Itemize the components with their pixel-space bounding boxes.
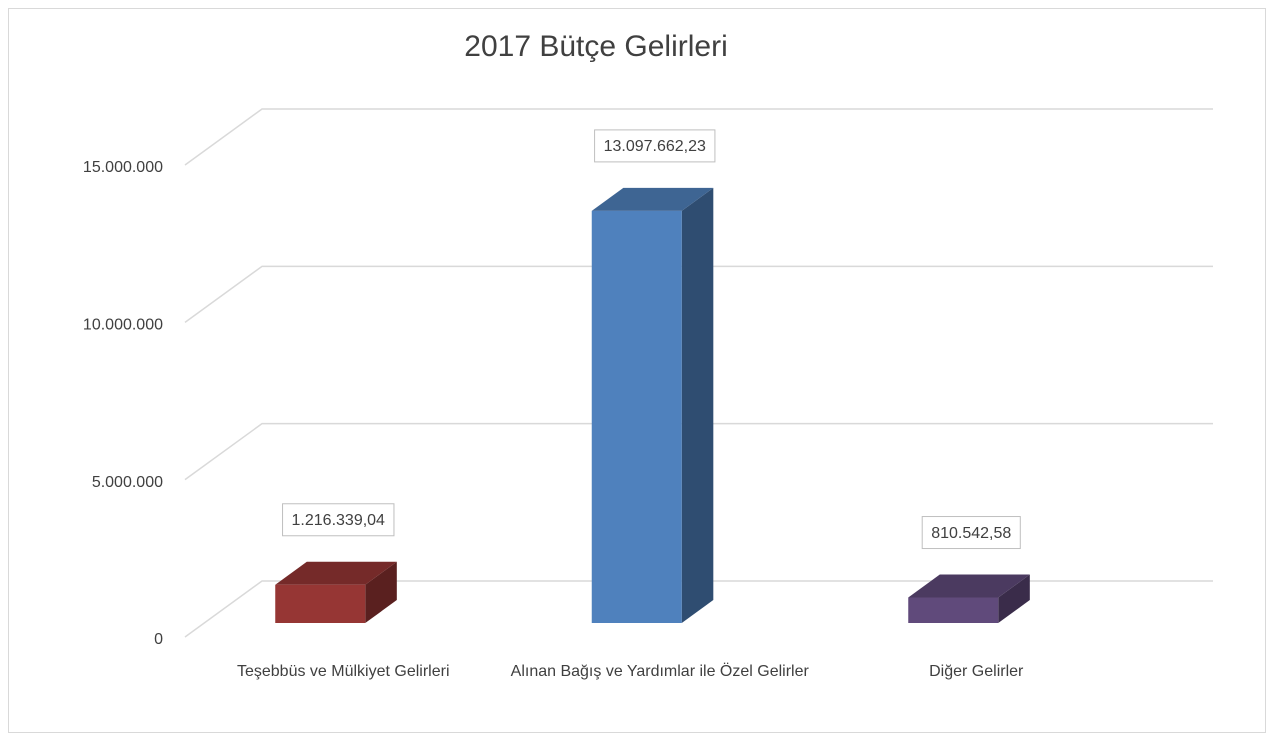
x-tick-label: Teşebbüs ve Mülkiyet Gelirleri xyxy=(236,663,450,680)
x-tick-label: Diğer Gelirler xyxy=(929,663,1024,680)
y-tick-label: 15.000.000 xyxy=(83,159,163,176)
bar xyxy=(591,210,682,623)
data-label-box xyxy=(282,503,395,537)
grid-line xyxy=(184,580,1213,638)
chart-title: 2017 Bütçe Gelirleri xyxy=(464,30,727,63)
bar-top xyxy=(275,561,397,585)
x-tick-label: Alınan Bağış ve Yardımlar ile Özel Gelir… xyxy=(510,663,809,680)
bar-top xyxy=(591,187,714,211)
grid-line xyxy=(184,422,1213,481)
bar-side xyxy=(365,561,397,623)
bar-side xyxy=(681,187,714,624)
bar-top xyxy=(908,574,1030,598)
y-tick-label: 10.000.000 xyxy=(83,317,163,334)
data-label: 13.097.662,23 xyxy=(604,138,706,155)
data-label: 810.542,58 xyxy=(931,525,1011,542)
y-tick-label: 5.000.000 xyxy=(92,474,163,491)
bar xyxy=(908,597,999,623)
data-label-box xyxy=(921,516,1021,550)
bar-side xyxy=(998,574,1030,623)
grid-line xyxy=(184,265,1213,323)
grid-line xyxy=(184,108,1213,166)
y-tick-label: 0 xyxy=(154,631,163,648)
data-label: 1.216.339,04 xyxy=(292,512,386,529)
data-label-box xyxy=(594,129,716,163)
bar xyxy=(275,584,366,623)
